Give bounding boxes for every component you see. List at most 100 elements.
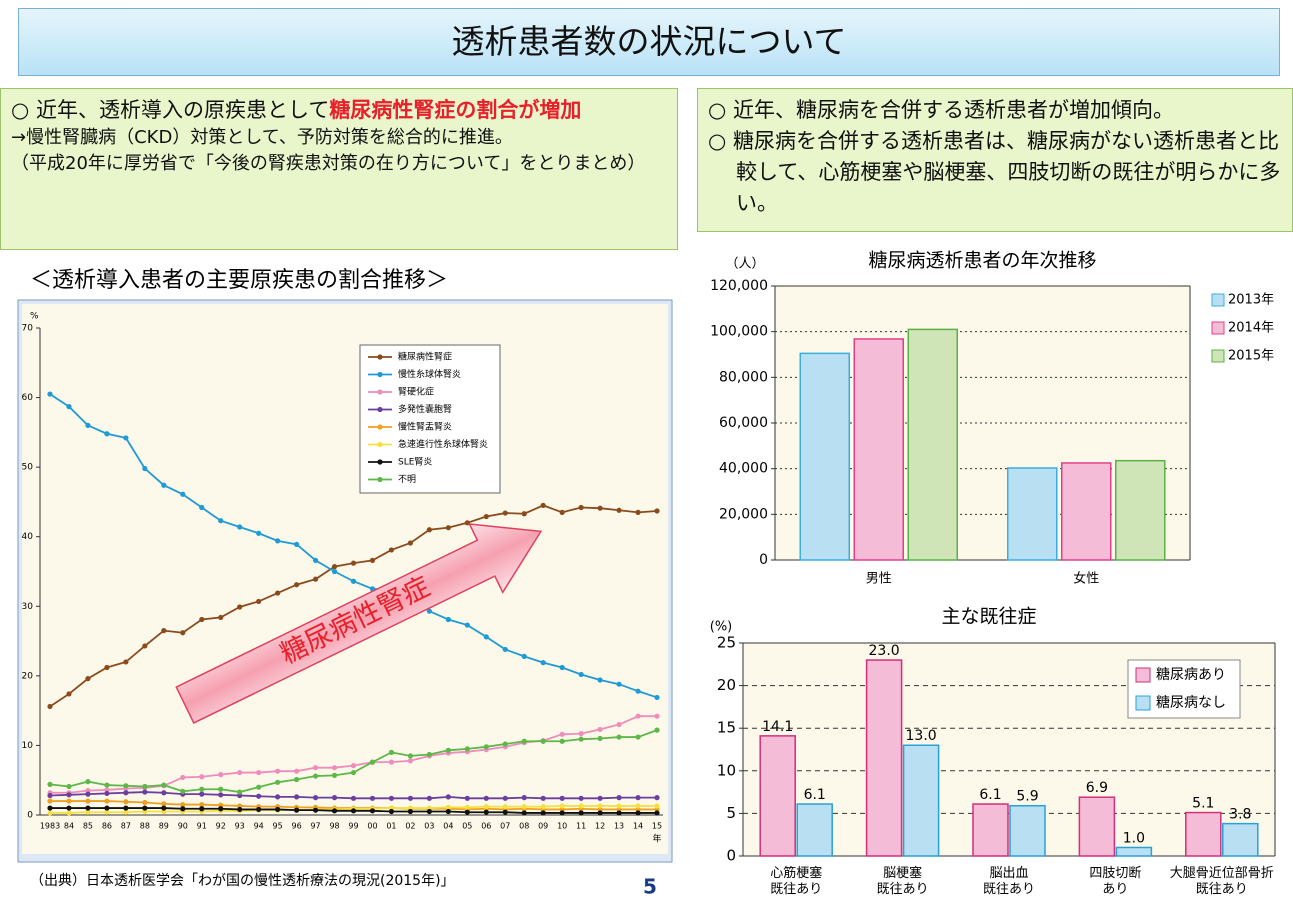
y-tick-label: 60 — [22, 393, 34, 403]
data-point — [616, 803, 622, 809]
data-point — [407, 540, 414, 546]
legend-label: 糖尿病なし — [1156, 695, 1226, 711]
data-point — [218, 786, 224, 792]
legend-label: 慢性腎盂腎炎 — [398, 421, 452, 433]
data-point — [502, 510, 508, 516]
data-point — [426, 751, 432, 758]
bar — [1009, 804, 1046, 857]
data-point — [426, 527, 432, 533]
data-point — [123, 799, 129, 805]
y-tick-label: 30 — [22, 602, 34, 612]
data-point — [464, 520, 470, 526]
x-tick-label: 94 — [254, 822, 264, 831]
data-point — [654, 795, 660, 801]
data-point — [578, 795, 584, 801]
value-label: 14.1 — [762, 719, 793, 735]
x-tick-label: 86 — [102, 822, 112, 831]
plot-background — [22, 304, 668, 854]
data-point — [142, 643, 148, 649]
data-point — [635, 713, 641, 719]
data-point — [275, 768, 281, 774]
data-point — [47, 805, 53, 811]
data-point — [616, 810, 622, 816]
summary-right: ○ 近年、糖尿病を合併する透析患者が増加傾向。 ○ 糖尿病を合併する透析患者は、… — [697, 88, 1293, 232]
data-point — [369, 759, 376, 765]
data-point — [275, 779, 281, 785]
x-tick-label: 01 — [386, 822, 396, 831]
page-title: 透析患者数の状況について — [18, 8, 1280, 76]
x-tick-label: 11 — [576, 822, 586, 831]
data-point — [85, 798, 91, 804]
data-point — [142, 783, 148, 790]
data-point — [388, 808, 395, 815]
x-tick-label: 四肢切断あり — [1089, 865, 1141, 897]
x-tick-label: 13 — [614, 822, 624, 831]
data-point — [66, 798, 72, 804]
data-point — [85, 422, 91, 428]
value-label: 5.1 — [1192, 796, 1214, 812]
data-point — [123, 435, 129, 441]
data-point — [218, 792, 224, 798]
data-point — [142, 805, 148, 811]
data-point — [142, 789, 148, 795]
x-tick-label-line: 既往あり — [1196, 882, 1248, 897]
data-point — [445, 794, 451, 800]
data-point — [123, 805, 129, 811]
y-tick-label: 40 — [22, 532, 34, 542]
data-point — [161, 482, 167, 488]
x-tick-label: 男性 — [866, 572, 892, 587]
data-point — [559, 803, 565, 809]
data-point — [66, 810, 72, 816]
data-point — [350, 560, 357, 566]
point: ○ 糖尿病を合併する透析患者は、糖尿病がない透析患者と比較して、心筋梗塞や脳梗塞… — [708, 129, 1281, 215]
data-point — [521, 795, 527, 801]
x-tick-label-line: 既往あり — [770, 882, 822, 897]
value-label: 1.0 — [1123, 830, 1145, 846]
data-point — [502, 809, 508, 815]
y-tick-label: 60,000 — [719, 415, 768, 431]
y-tick-label: 10 — [22, 741, 34, 751]
data-point — [237, 769, 243, 776]
data-point — [635, 795, 641, 801]
data-point — [312, 765, 319, 771]
data-point — [85, 809, 91, 815]
x-tick-label: 91 — [197, 822, 207, 831]
data-point — [199, 801, 205, 808]
data-point — [559, 731, 565, 737]
bar — [907, 328, 958, 561]
data-point — [635, 734, 641, 740]
data-point — [66, 805, 72, 811]
legend-label: 多発性嚢胞腎 — [398, 403, 452, 415]
value-label: 5.9 — [1016, 789, 1038, 805]
data-point — [256, 793, 262, 799]
data-point — [66, 792, 72, 798]
bar — [865, 659, 903, 857]
data-point — [237, 806, 243, 813]
y-tick-label: 80,000 — [719, 369, 768, 385]
data-point — [445, 808, 451, 815]
data-point — [388, 547, 395, 553]
data-point — [47, 703, 53, 710]
data-point — [483, 795, 489, 801]
data-point — [483, 634, 489, 640]
value-label: 3.8 — [1229, 807, 1251, 823]
y-tick-label: 20 — [22, 671, 34, 681]
x-tick-label-line: 心筋梗塞 — [770, 865, 822, 881]
data-point — [104, 805, 110, 811]
x-tick-label: 99 — [348, 822, 358, 831]
data-point — [104, 664, 110, 671]
y-tick-label: 20,000 — [719, 506, 768, 522]
data-point — [597, 505, 603, 511]
legend-label: 2014年 — [1228, 321, 1274, 336]
data-point — [483, 809, 489, 815]
data-point — [85, 791, 91, 797]
x-tick-label: 大腿骨近位部骨折既往あり — [1170, 866, 1274, 897]
data-point — [104, 809, 110, 815]
x-tick-label: 14 — [633, 822, 643, 831]
data-point — [256, 784, 262, 790]
data-point — [635, 688, 641, 694]
data-point — [275, 794, 281, 800]
data-point — [502, 804, 508, 810]
data-point — [426, 608, 432, 614]
